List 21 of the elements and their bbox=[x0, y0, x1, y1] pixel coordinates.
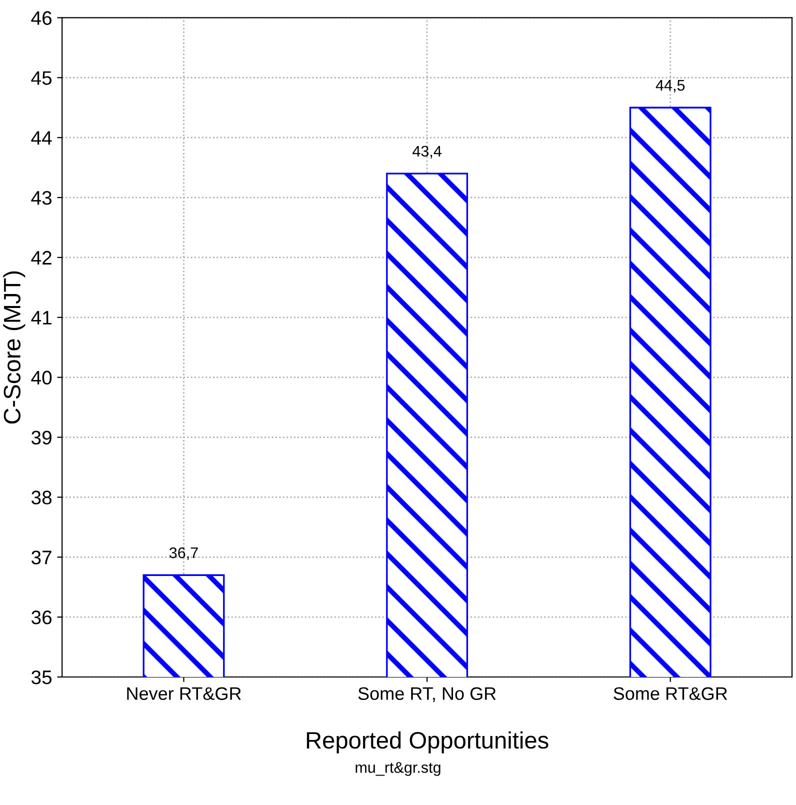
x-tick-label: Never RT&GR bbox=[127, 687, 241, 700]
y-tick-label: 36 bbox=[31, 610, 52, 624]
y-tick-label: 38 bbox=[31, 490, 52, 504]
y-tick-label: 41 bbox=[31, 311, 52, 324]
y-tick-label: 35 bbox=[31, 670, 52, 684]
data-label: 43,4 bbox=[412, 146, 442, 158]
y-tick-label: 44 bbox=[31, 131, 52, 145]
y-tick-label: 46 bbox=[31, 11, 52, 25]
text: mu_rt&gr.stg bbox=[356, 762, 440, 776]
data-label: 44,5 bbox=[656, 80, 685, 93]
x-axis-title: Reported Opportunities bbox=[306, 731, 548, 754]
y-tick-label: 45 bbox=[31, 71, 52, 85]
y-tick-label: 40 bbox=[31, 370, 52, 385]
y-tick-label: 39 bbox=[31, 430, 52, 444]
y-tick-label: 43 bbox=[31, 190, 52, 205]
y-axis-title: C-Score (MJT) bbox=[3, 271, 26, 424]
y-tick-label: 42 bbox=[31, 250, 52, 264]
x-tick-label: Some RT, No GR bbox=[358, 687, 496, 702]
x-tick-label: Some RT&GR bbox=[614, 687, 728, 700]
data-label: 36,7 bbox=[169, 547, 198, 560]
y-tick-label: 37 bbox=[31, 550, 52, 564]
